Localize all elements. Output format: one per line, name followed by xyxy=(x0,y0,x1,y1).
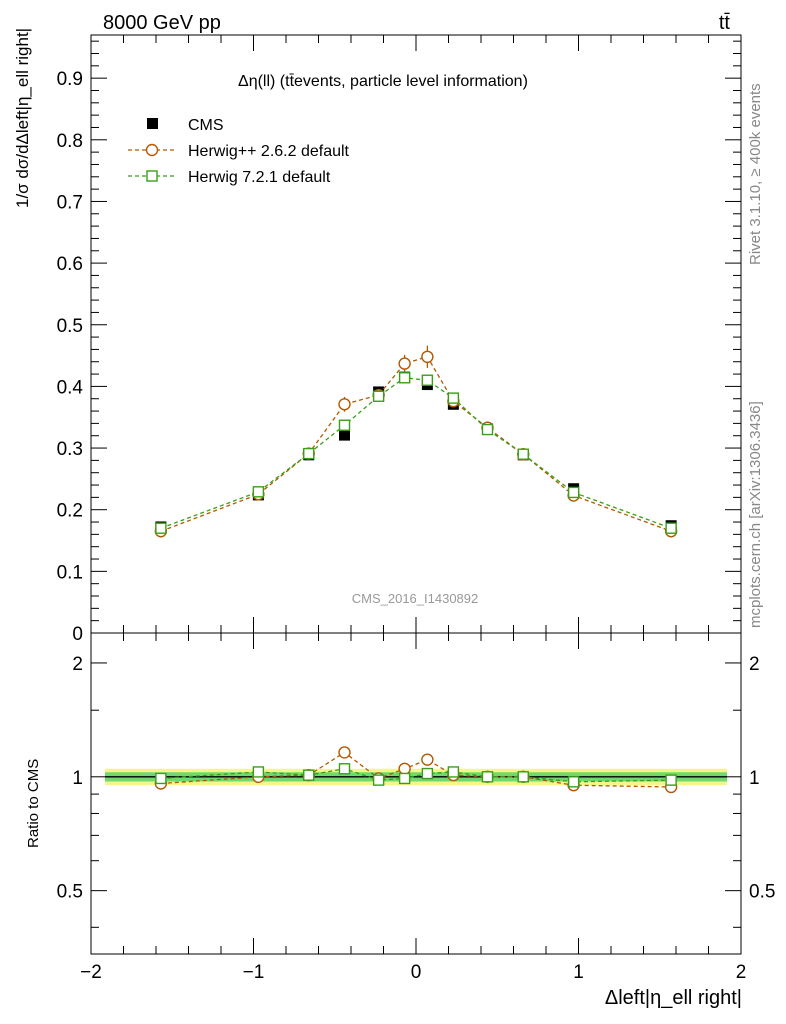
x-tick-label: 2 xyxy=(736,962,747,983)
data-point-herwigpp xyxy=(338,398,351,411)
x-tick-label: 0 xyxy=(411,962,422,983)
data-point-herwig7 xyxy=(421,374,434,386)
ratio-point-herwig7 xyxy=(567,776,580,788)
x-axis-label: Δleft|η_ell right| xyxy=(605,987,742,1009)
legend-marker-herwigpp xyxy=(145,143,159,157)
data-point-herwigpp xyxy=(421,350,434,364)
ratio-point-herwig7 xyxy=(398,772,411,785)
ratio-point-herwigpp xyxy=(398,762,411,775)
ratio-point-herwig7 xyxy=(665,774,677,786)
x-tick-label: −1 xyxy=(243,962,265,983)
data-point-herwig7 xyxy=(252,486,265,498)
y-axis-label-main: 1/σ dσ/dΔleft|η_ell right| xyxy=(13,28,32,208)
legend-label-cms: CMS xyxy=(188,117,224,134)
x-tick-label: 1 xyxy=(573,962,584,983)
y-tick-label-main: 0.5 xyxy=(57,316,83,337)
y-tick-label-main: 0.4 xyxy=(57,377,84,398)
series-line-2 xyxy=(160,377,672,529)
series-line-1 xyxy=(160,356,672,532)
data-point-herwig7 xyxy=(155,522,167,534)
ratio-point-herwigpp xyxy=(421,753,434,766)
data-point-herwig7 xyxy=(665,522,677,534)
y-tick-label-ratio: 0.5 xyxy=(57,882,83,903)
y-tick-label-main: 0.7 xyxy=(57,192,83,213)
y-tick-label-main: 0.3 xyxy=(57,439,83,460)
ratio-point-herwig7 xyxy=(421,767,434,780)
ratio-point-herwig7 xyxy=(481,771,494,783)
ratio-point-herwigpp xyxy=(338,746,351,759)
legend: CMS Herwig++ 2.6.2 default Herwig 7.2.1 … xyxy=(128,117,350,186)
ratio-uncertainty-band xyxy=(105,768,727,786)
process-label: tt̄ xyxy=(719,12,731,34)
legend-label-herwig7: Herwig 7.2.1 default xyxy=(188,169,331,186)
data-point-herwigpp xyxy=(398,357,411,370)
y-tick-label-main: 0 xyxy=(72,624,83,645)
legend-marker-cms xyxy=(147,118,158,129)
ratio-point-herwig7 xyxy=(517,771,529,783)
y-tick-label-main: 0.1 xyxy=(57,562,83,583)
y-axis-label-text: 1/σ dσ/dΔleft|η_ell right| xyxy=(13,28,32,208)
data-point-herwig7 xyxy=(567,486,580,499)
y-tick-label-main: 0.9 xyxy=(57,69,83,90)
data-point-herwig7 xyxy=(338,419,351,431)
ratio-point-herwig7 xyxy=(447,766,460,778)
x-tick-label: −2 xyxy=(80,962,102,983)
y-tick-label-ratio-right: 1 xyxy=(749,768,760,789)
ratio-point-herwig7 xyxy=(338,763,351,775)
ratio-point-herwig7 xyxy=(372,774,385,786)
data-point-herwig7 xyxy=(481,423,494,436)
data-layer xyxy=(154,345,678,794)
data-point-herwig7 xyxy=(398,372,411,384)
ratio-plot-frame xyxy=(90,632,742,955)
energy-label: 8000 GeV pp xyxy=(103,12,221,34)
y-tick-label-ratio: 1 xyxy=(72,768,83,789)
y-tick-label-main: 0.6 xyxy=(57,254,83,275)
legend-label-herwigpp: Herwig++ 2.6.2 default xyxy=(188,143,350,160)
data-point-herwig7 xyxy=(447,392,460,404)
source-label: mcplots.cern.ch [arXiv:1306.3436] xyxy=(747,401,764,628)
data-point-herwig7 xyxy=(303,447,315,460)
y-tick-label-main: 0.2 xyxy=(57,501,83,522)
ratio-point-herwig7 xyxy=(155,772,167,785)
legend-marker-herwig7 xyxy=(146,170,158,182)
axes-layer: 0 0.1 0.2 0.3 0.4 0.5 0.6 0.7 0.8 0.9 −2 −1 0 1 2 0.5 0.… xyxy=(57,35,775,983)
ratio-line-1 xyxy=(160,768,672,783)
y-tick-label-ratio-right: 0.5 xyxy=(749,882,775,903)
y-tick-label-ratio-right: 2 xyxy=(749,654,760,675)
rivet-label: Rivet 3.1.10, ≥ 400k events xyxy=(747,83,764,265)
ratio-point-herwig7 xyxy=(303,769,315,781)
y-tick-label-main: 0.8 xyxy=(57,131,83,152)
ratio-point-herwig7 xyxy=(252,766,265,778)
data-point-herwig7 xyxy=(517,448,529,460)
plot-title: Δη(ll) (tt̄events, particle level inform… xyxy=(238,73,528,90)
data-point-cms xyxy=(339,429,350,441)
analysis-label: CMS_2016_I1430892 xyxy=(352,591,479,606)
data-point-herwig7 xyxy=(372,390,385,402)
y-axis-label-ratio: Ratio to CMS xyxy=(25,759,42,848)
y-tick-label-ratio: 2 xyxy=(72,654,83,675)
